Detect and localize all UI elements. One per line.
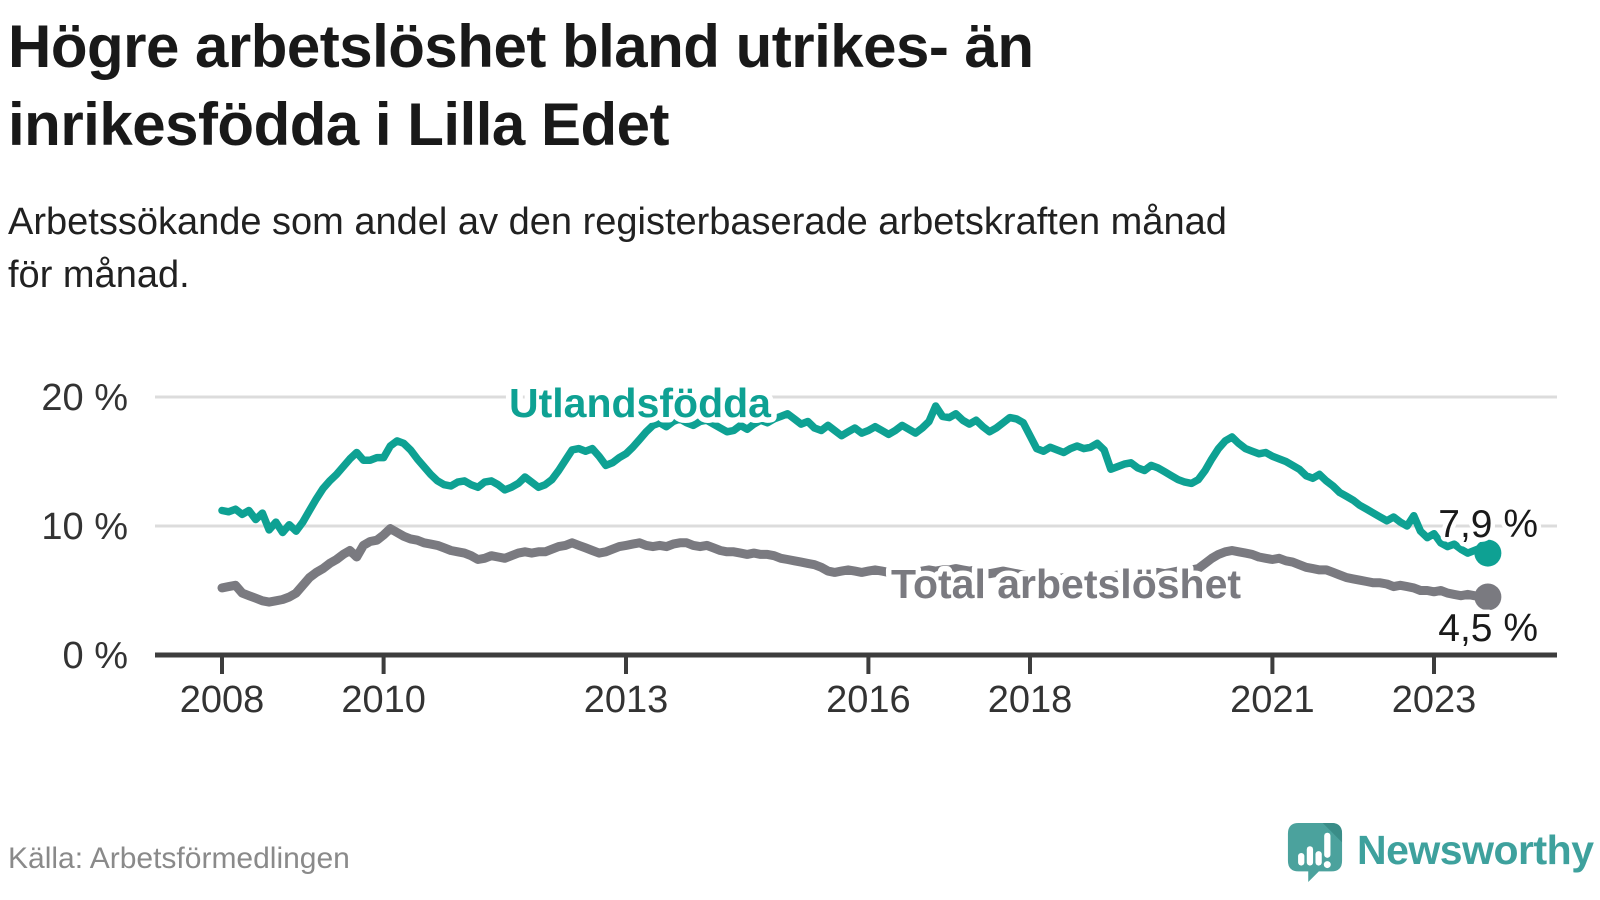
y-tick-label-20: 20 % — [41, 377, 128, 419]
x-tick-label-2016: 2016 — [826, 679, 911, 721]
series-end-dot-total — [1474, 583, 1502, 611]
end-value-label-total: 4,5 % — [1438, 607, 1538, 650]
unemployment-line-chart: 2008 2010 2013 2016 2018 2021 2023 0 % 10 % 20 % U… — [41, 375, 1557, 721]
source-text: Källa: Arbetsförmedlingen — [8, 842, 350, 875]
subtitle-line-2: för månad. — [8, 254, 190, 296]
end-value-label-utlandsfodda: 7,9 % — [1438, 503, 1538, 546]
exclamation-dot-icon — [1323, 861, 1331, 869]
x-tick-label-2010: 2010 — [341, 679, 426, 721]
series-end-dot-utlandsfodda — [1474, 539, 1502, 567]
exclamation-bar-icon — [1324, 832, 1331, 858]
x-tick-label-2023: 2023 — [1392, 679, 1477, 721]
chart-area: 2008 2010 2013 2016 2018 2021 2023 0 % 10 % 20 % U… — [0, 330, 1600, 760]
bar-icon-2 — [1306, 846, 1314, 866]
x-tick-label-2008: 2008 — [180, 679, 265, 721]
page-title: Högre arbetslöshet bland utrikes- än inr… — [8, 8, 1568, 164]
newsworthy-logo-icon — [1287, 823, 1343, 882]
x-tick-label-2013: 2013 — [584, 679, 669, 721]
x-tick-label-2018: 2018 — [988, 679, 1073, 721]
title-line-2: inrikesfödda i Lilla Edet — [8, 91, 669, 158]
brand-logo: Newsworthy — [1286, 820, 1594, 886]
y-tick-label-0: 0 % — [63, 635, 128, 677]
series-line-total — [217, 524, 1493, 607]
chart-subtitle: Arbetssökande som andel av den registerb… — [8, 196, 1568, 302]
x-tick-label-2021: 2021 — [1230, 679, 1315, 721]
title-line-1: Högre arbetslöshet bland utrikes- än — [8, 13, 1034, 80]
series-label-utlandsfodda: Utlandsfödda — [509, 380, 772, 426]
brand-name: Newsworthy — [1357, 826, 1594, 873]
series-line-utlandsfodda — [218, 402, 1492, 557]
bar-icon-3 — [1315, 851, 1322, 866]
y-tick-label-10: 10 % — [41, 506, 128, 548]
subtitle-line-1: Arbetssökande som andel av den registerb… — [8, 201, 1227, 243]
series-label-total: Total arbetslöshet — [891, 561, 1241, 607]
bar-icon-1 — [1298, 853, 1305, 866]
